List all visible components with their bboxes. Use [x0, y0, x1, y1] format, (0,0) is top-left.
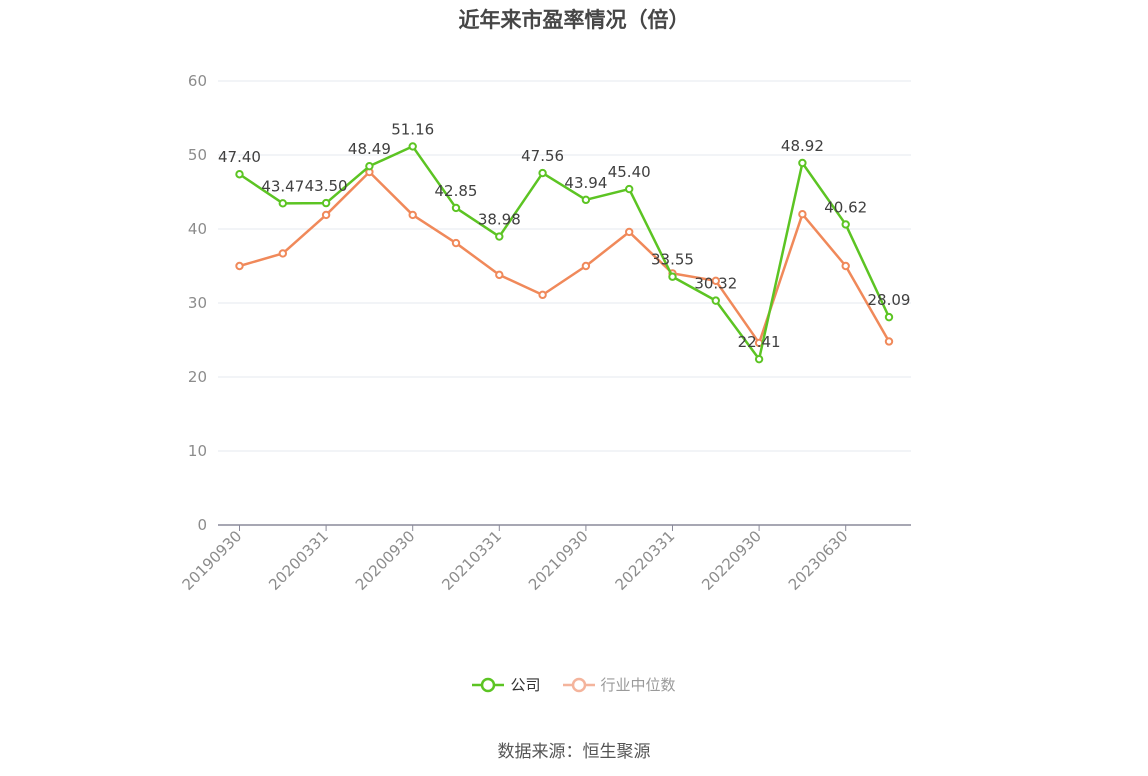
data-label: 47.40 [218, 148, 261, 166]
legend-label-company: 公司 [510, 676, 541, 694]
y-tick-label: 50 [188, 146, 207, 164]
point-company [408, 142, 417, 151]
point-industry [451, 238, 461, 248]
legend-industry-marker-icon [562, 677, 595, 692]
point-company [625, 184, 634, 194]
point-industry [495, 270, 504, 280]
point-company [711, 296, 720, 305]
data-label: 22.41 [738, 333, 781, 351]
point-industry [538, 290, 547, 300]
point-company [365, 161, 374, 171]
data-label: 45.40 [608, 163, 651, 181]
point-industry [581, 261, 591, 271]
series-line-company [238, 145, 891, 361]
legend-item-industry[interactable]: 行业中位数 [562, 674, 676, 695]
data-label: 48.92 [781, 137, 824, 155]
point-industry [321, 210, 331, 220]
series-layer [235, 142, 894, 364]
grid-lines [218, 80, 911, 452]
point-industry [408, 210, 417, 220]
x-tick-label: 20190930 [179, 527, 246, 594]
point-industry [798, 210, 807, 219]
x-tick-label: 20220930 [698, 527, 765, 594]
chart-title: 近年来市盈率情况（倍） [458, 8, 690, 32]
x-tick-label: 20230630 [785, 527, 852, 594]
data-label: 43.50 [305, 177, 348, 195]
point-company [841, 220, 850, 229]
y-tick-label: 0 [197, 516, 207, 534]
point-company [884, 312, 894, 322]
point-industry [711, 276, 720, 285]
data-label: 40.62 [824, 198, 867, 216]
data-label: 30.32 [694, 275, 737, 293]
data-label: 38.98 [478, 211, 521, 229]
point-industry [278, 249, 287, 258]
legend: 公司 行业中位数 [0, 674, 1148, 695]
y-tick-label: 40 [188, 220, 207, 238]
point-company [798, 158, 807, 168]
data-label: 43.47 [261, 177, 304, 195]
point-industry [625, 227, 634, 237]
legend-item-company[interactable]: 公司 [472, 674, 541, 695]
point-company [278, 199, 287, 208]
x-tick-label: 20200930 [352, 527, 419, 594]
point-company [538, 168, 547, 178]
data-label: 51.16 [391, 120, 434, 138]
data-label: 28.09 [868, 291, 911, 309]
data-label: 48.49 [348, 140, 391, 158]
point-company [754, 354, 764, 364]
data-source: 数据来源：恒生聚源 [497, 742, 651, 762]
point-industry [884, 337, 894, 346]
line-chart: 0 10 20 30 40 50 60 20190930 20200331 20200930 202… [179, 72, 911, 594]
point-company [451, 203, 461, 213]
y-tick-label: 30 [188, 294, 207, 312]
y-tick-label: 20 [188, 368, 207, 386]
data-label: 42.85 [435, 182, 478, 200]
point-company [235, 170, 244, 179]
point-industry [841, 261, 850, 271]
point-company [495, 232, 504, 241]
point-industry [235, 261, 244, 271]
point-company [581, 195, 591, 205]
point-company [321, 198, 331, 208]
data-label: 43.94 [564, 174, 607, 192]
legend-label-industry: 行业中位数 [600, 676, 676, 694]
x-tick-label: 20200331 [265, 527, 332, 594]
x-tick-label: 20210930 [525, 527, 592, 594]
point-company [668, 272, 677, 281]
series-line-industry [239, 170, 891, 345]
x-tick-label: 20220331 [612, 527, 679, 594]
legend-company-marker-icon [472, 677, 505, 692]
x-tick-label: 20210331 [438, 527, 505, 594]
data-label: 47.56 [521, 147, 564, 165]
y-tick-label: 10 [188, 442, 207, 460]
y-tick-label: 60 [188, 72, 207, 90]
data-label: 33.55 [651, 251, 694, 269]
